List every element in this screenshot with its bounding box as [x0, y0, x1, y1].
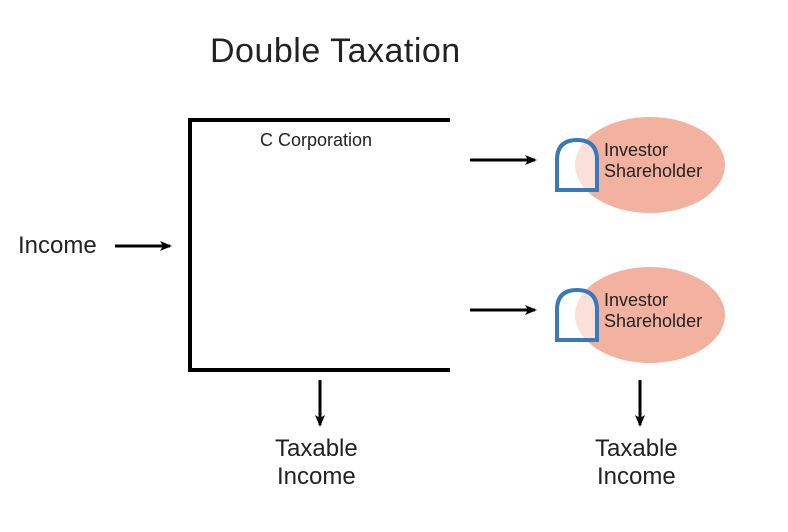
investor-1-line-2: Shareholder [604, 161, 702, 181]
tax2-line-2: Income [597, 463, 676, 490]
taxable-income-label-2: Taxable Income [595, 435, 678, 490]
tax1-line-2: Income [277, 463, 356, 490]
investor-2-line-2: Shareholder [604, 311, 702, 331]
income-label: Income [18, 232, 97, 260]
tax2-line-1: Taxable [595, 435, 678, 462]
corp-box [190, 120, 450, 370]
investor-label-2: Investor Shareholder [604, 290, 702, 331]
investor-1-line-1: Investor [604, 140, 668, 160]
corp-label: C Corporation [260, 130, 372, 151]
investor-2-line-1: Investor [604, 290, 668, 310]
investor-arch-2 [557, 290, 597, 340]
taxable-income-label-1: Taxable Income [275, 435, 358, 490]
investor-label-1: Investor Shareholder [604, 140, 702, 181]
investor-arch-1 [557, 140, 597, 190]
tax1-line-1: Taxable [275, 435, 358, 462]
